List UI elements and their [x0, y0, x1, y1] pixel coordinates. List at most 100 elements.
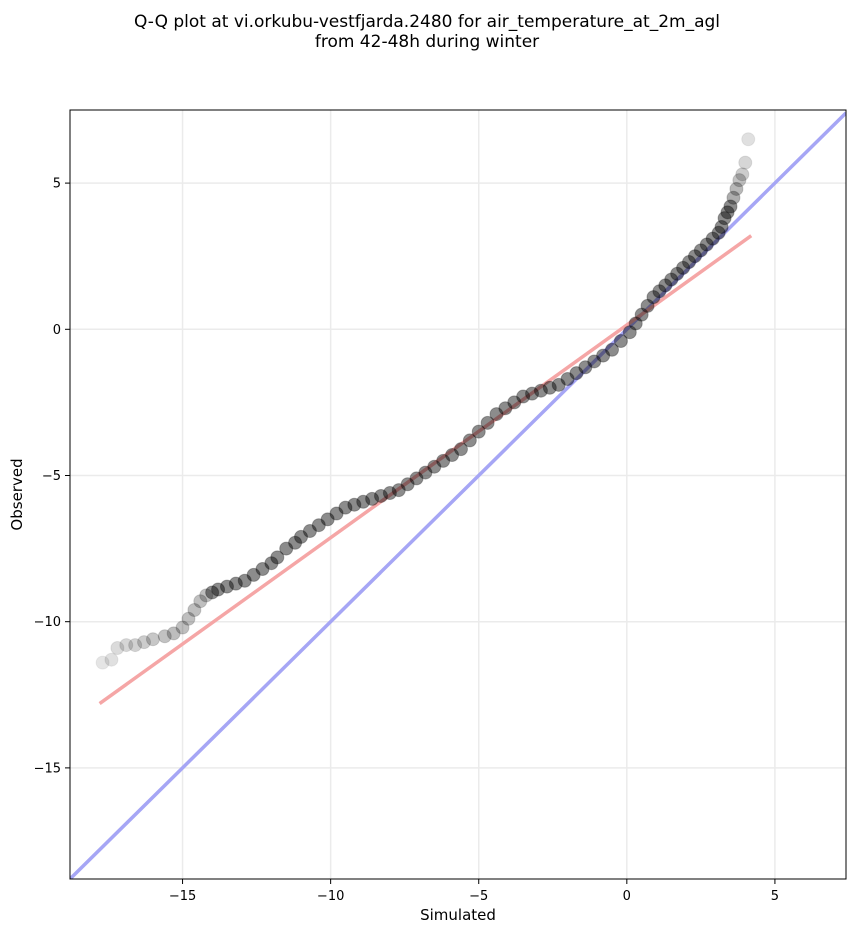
y-axis-label: Observed: [8, 458, 26, 530]
data-point: [525, 386, 540, 401]
data-point: [347, 497, 362, 512]
data-point: [264, 556, 279, 571]
chart-subtitle: from 42-48h during winter: [314, 32, 540, 52]
data-point: [400, 477, 415, 492]
data-point: [166, 626, 181, 641]
data-point: [664, 272, 679, 287]
data-point: [145, 632, 160, 647]
data-point: [723, 199, 738, 214]
data-point: [640, 298, 655, 313]
data-point: [157, 629, 172, 644]
data-point: [628, 316, 643, 331]
data-point: [427, 459, 442, 474]
x-tick-label: −5: [469, 889, 488, 904]
data-point: [128, 638, 143, 653]
grid: [70, 110, 846, 879]
data-point: [436, 453, 451, 468]
data-point: [365, 491, 380, 506]
chart-title: Q-Q plot at vi.orkubu-vestfjarda.2480 fo…: [133, 12, 721, 32]
x-tick-label: −10: [317, 889, 344, 904]
data-point: [329, 506, 344, 521]
data-point: [652, 284, 667, 299]
y-tick-label: −15: [34, 761, 61, 776]
data-point: [445, 448, 460, 463]
data-point: [288, 535, 303, 550]
data-point: [270, 550, 285, 565]
data-point: [219, 579, 234, 594]
data-points: [95, 132, 756, 670]
data-point: [578, 360, 593, 375]
data-point: [741, 132, 756, 147]
data-point: [489, 407, 504, 422]
fit-line: [98, 234, 753, 705]
data-point: [320, 512, 335, 527]
data-point: [255, 562, 270, 577]
data-point: [228, 576, 243, 591]
data-point: [294, 529, 309, 544]
data-point: [711, 225, 726, 240]
data-point: [533, 383, 548, 398]
data-point: [717, 211, 732, 226]
data-point: [687, 249, 702, 264]
data-point: [462, 433, 477, 448]
x-tick-label: 5: [771, 889, 779, 904]
data-point: [634, 307, 649, 322]
data-point: [551, 377, 566, 392]
x-axis: −15 −10 −5 0 5: [169, 879, 779, 904]
data-point: [613, 333, 628, 348]
data-point: [181, 611, 196, 626]
data-point: [596, 348, 611, 363]
data-point: [738, 155, 753, 170]
data-point: [237, 573, 252, 588]
x-tick-label: 0: [623, 889, 631, 904]
data-point: [658, 278, 673, 293]
data-point: [391, 483, 406, 498]
data-point: [705, 231, 720, 246]
data-point: [279, 541, 294, 556]
data-point: [676, 260, 691, 275]
data-point: [569, 366, 584, 381]
y-tick-label: 5: [53, 177, 61, 192]
data-point: [516, 389, 531, 404]
y-tick-label: −10: [34, 615, 61, 630]
data-point: [714, 219, 729, 234]
data-point: [338, 500, 353, 515]
data-point: [732, 173, 747, 188]
data-point: [187, 602, 202, 617]
data-point: [373, 488, 388, 503]
data-point: [587, 354, 602, 369]
data-point: [507, 395, 522, 410]
data-point: [356, 494, 371, 509]
data-point: [119, 638, 134, 653]
data-point: [175, 620, 190, 635]
data-point: [560, 372, 575, 387]
data-point: [542, 380, 557, 395]
data-point: [622, 325, 637, 340]
data-point: [646, 290, 661, 305]
x-tick-label: −15: [169, 889, 196, 904]
data-point: [382, 486, 397, 501]
y-axis: −15 −10 −5 0 5: [34, 177, 70, 776]
data-point: [480, 415, 495, 430]
data-point: [302, 524, 317, 539]
reference-lines: [70, 111, 846, 879]
data-point: [137, 635, 152, 650]
data-point: [720, 205, 735, 220]
data-point: [726, 190, 741, 205]
data-point: [211, 582, 226, 597]
y-tick-label: −5: [42, 469, 61, 484]
y-tick-label: 0: [53, 323, 61, 338]
data-point: [110, 641, 125, 656]
identity-line: [70, 111, 846, 879]
data-point: [605, 342, 620, 357]
data-point: [418, 465, 433, 480]
data-point: [95, 655, 110, 670]
data-point: [311, 518, 326, 533]
data-point: [453, 442, 468, 457]
data-point: [104, 652, 119, 667]
data-point: [246, 567, 261, 582]
data-point: [699, 237, 714, 252]
data-point: [471, 424, 486, 439]
plot-frame: [69, 109, 847, 880]
data-point: [409, 471, 424, 486]
